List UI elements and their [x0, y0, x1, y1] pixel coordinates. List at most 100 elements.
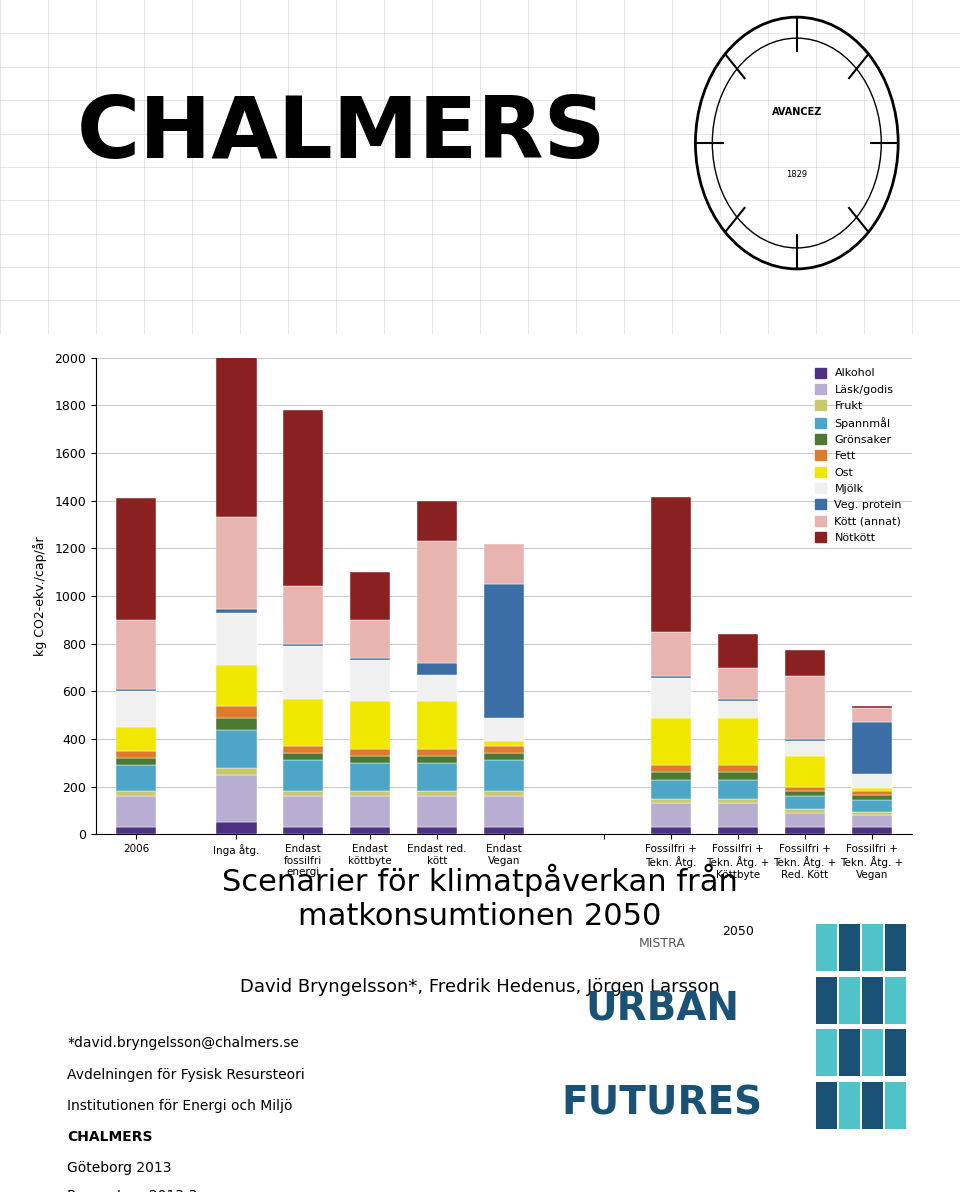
Bar [862, 1081, 883, 1129]
Bar [350, 701, 391, 749]
Bar [350, 572, 391, 620]
Bar [718, 718, 758, 765]
Bar [116, 689, 156, 691]
Bar [651, 678, 691, 718]
Bar [862, 976, 883, 1024]
Bar [651, 718, 691, 765]
Text: 2050: 2050 [722, 925, 754, 938]
Bar [484, 741, 524, 746]
Bar [216, 730, 256, 768]
Bar [484, 544, 524, 584]
Bar [484, 746, 524, 753]
Bar [852, 722, 892, 774]
Bar [885, 924, 906, 971]
Bar [216, 768, 256, 775]
Bar [651, 772, 691, 780]
Bar [350, 660, 391, 701]
Bar [216, 718, 256, 730]
Bar [862, 1029, 883, 1076]
Bar [116, 751, 156, 758]
Bar [785, 676, 825, 739]
Bar [283, 760, 324, 791]
Text: Göteborg 2013: Göteborg 2013 [67, 1161, 172, 1175]
Bar [718, 827, 758, 834]
Bar [216, 822, 256, 834]
Bar [718, 701, 758, 718]
Text: CHALMERS: CHALMERS [77, 93, 607, 176]
Bar [718, 699, 758, 701]
Bar [116, 620, 156, 689]
Bar [885, 1081, 906, 1129]
Bar [283, 644, 324, 646]
Bar [862, 924, 883, 971]
Bar [718, 799, 758, 803]
Bar [484, 827, 524, 834]
Bar [350, 756, 391, 763]
Bar [350, 791, 391, 796]
Bar [651, 676, 691, 678]
Bar [785, 809, 825, 813]
Bar [852, 774, 892, 788]
Bar [839, 1081, 860, 1129]
Bar [852, 800, 892, 812]
Bar [852, 795, 892, 800]
Bar [283, 646, 324, 699]
Bar [484, 584, 524, 718]
Bar [718, 772, 758, 780]
Bar [283, 796, 324, 827]
Bar [852, 815, 892, 827]
Text: *david.bryngelsson@chalmers.se: *david.bryngelsson@chalmers.se [67, 1037, 300, 1050]
Bar [718, 634, 758, 668]
Bar [417, 701, 457, 749]
Bar [116, 796, 156, 827]
Bar [216, 706, 256, 718]
Bar [839, 924, 860, 971]
Bar [283, 753, 324, 760]
Bar [816, 924, 837, 971]
Bar [283, 791, 324, 796]
Bar [283, 410, 324, 586]
Bar [417, 827, 457, 834]
Bar [116, 691, 156, 727]
Bar [885, 1029, 906, 1076]
Bar [785, 813, 825, 827]
Bar [116, 498, 156, 620]
Bar [852, 788, 892, 791]
Bar [852, 827, 892, 834]
Bar [216, 775, 256, 822]
Bar [417, 675, 457, 701]
Bar [350, 827, 391, 834]
Bar [350, 749, 391, 756]
Text: FUTURES: FUTURES [562, 1085, 763, 1122]
Bar [350, 658, 391, 660]
Bar [785, 739, 825, 741]
Text: Scenarier för klimatpåverkan från
matkonsumtionen 2050: Scenarier för klimatpåverkan från matkon… [222, 863, 738, 931]
Bar [785, 827, 825, 834]
Bar [283, 746, 324, 753]
Y-axis label: kg CO2-ekv./cap/år: kg CO2-ekv./cap/år [34, 536, 47, 656]
Bar [417, 791, 457, 796]
Bar [852, 791, 892, 795]
Bar [216, 613, 256, 665]
Bar [718, 803, 758, 827]
Bar [718, 765, 758, 772]
Bar [417, 796, 457, 827]
Bar [417, 749, 457, 756]
Bar [651, 799, 691, 803]
Bar [839, 1029, 860, 1076]
Bar [651, 803, 691, 827]
Bar [216, 609, 256, 613]
Bar [417, 501, 457, 541]
Text: MISTRA: MISTRA [639, 937, 685, 950]
Bar [116, 727, 156, 751]
Bar [785, 756, 825, 787]
Legend: Alkohol, Läsk/godis, Frukt, Spannmål, Grönsaker, Fett, Ost, Mjölk, Veg. protein,: Alkohol, Läsk/godis, Frukt, Spannmål, Gr… [810, 364, 906, 547]
Bar [785, 650, 825, 676]
Bar [816, 1081, 837, 1129]
Bar [816, 976, 837, 1024]
Text: AVANCEZ: AVANCEZ [772, 106, 822, 117]
Bar [216, 517, 256, 609]
Bar [484, 753, 524, 760]
Bar [350, 763, 391, 791]
Bar [718, 780, 758, 799]
